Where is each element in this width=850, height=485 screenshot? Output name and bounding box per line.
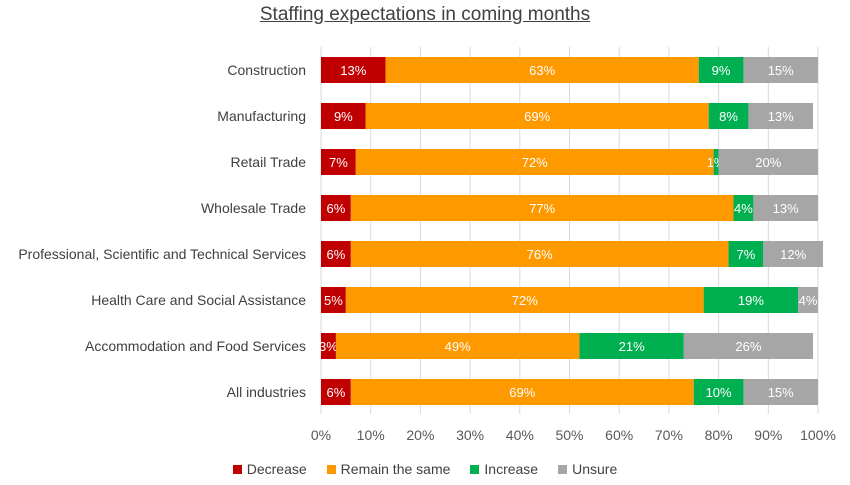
data-label: 49% (445, 339, 471, 354)
data-label: 12% (780, 247, 806, 262)
bar-segment (321, 103, 366, 129)
category-label: Manufacturing (217, 108, 306, 124)
data-label: 77% (529, 201, 555, 216)
category-label: Accommodation and Food Services (85, 338, 306, 354)
category-label: Wholesale Trade (201, 200, 306, 216)
data-label: 3% (319, 339, 338, 354)
category-label: Professional, Scientific and Technical S… (18, 246, 306, 262)
legend-label: Increase (484, 461, 539, 477)
bar-segment (345, 287, 704, 313)
data-label: 13% (773, 201, 799, 216)
bar-segment (733, 195, 754, 221)
data-label: 72% (512, 293, 538, 308)
legend-label: Remain the same (340, 461, 451, 477)
x-tick-label: 90% (754, 427, 782, 443)
bar-segment (335, 333, 580, 359)
bar-segment (698, 57, 744, 83)
data-label: 9% (334, 109, 353, 124)
bar-segment (321, 149, 356, 175)
data-label: 4% (799, 293, 818, 308)
x-tick-label: 80% (705, 427, 733, 443)
category-label: All industries (227, 384, 306, 400)
x-tick-label: 70% (655, 427, 683, 443)
bar-segment (718, 149, 818, 175)
bar-segment (708, 103, 749, 129)
category-label: Retail Trade (231, 154, 307, 170)
data-label: 19% (738, 293, 764, 308)
data-label: 4% (734, 201, 753, 216)
bar-segment (321, 57, 386, 83)
legend-label: Decrease (246, 461, 307, 477)
legend-swatch (232, 464, 242, 474)
data-label: 69% (524, 109, 550, 124)
bar-segment (350, 195, 734, 221)
data-label: 7% (329, 155, 348, 170)
bar-segment (321, 287, 346, 313)
legend-item: Unsure (558, 461, 617, 477)
data-label: 13% (768, 109, 794, 124)
bar-segment (321, 333, 336, 359)
data-label: 20% (755, 155, 781, 170)
bar-segment (713, 149, 719, 175)
data-label: 63% (529, 63, 555, 78)
data-label: 69% (509, 385, 535, 400)
bar-segment (321, 379, 351, 405)
x-tick-label: 10% (357, 427, 385, 443)
data-label: 8% (719, 109, 738, 124)
legend-label: Unsure (572, 461, 618, 477)
bar-segment (753, 195, 818, 221)
bar-segment (748, 103, 814, 129)
bar-segment (350, 379, 694, 405)
data-label: 6% (327, 247, 346, 262)
x-tick-label: 60% (605, 427, 633, 443)
bar-segment (743, 379, 818, 405)
bar-segment (365, 103, 709, 129)
data-label: 26% (735, 339, 761, 354)
category-label: Construction (227, 62, 306, 78)
legend-item: Decrease (232, 461, 307, 477)
data-label: 9% (712, 63, 731, 78)
legend-swatch (558, 464, 568, 474)
legend-item: Remain the same (326, 461, 451, 477)
bar-segment (385, 57, 699, 83)
bar-segment (579, 333, 684, 359)
x-tick-label: 100% (800, 427, 836, 443)
bar-segment (728, 241, 764, 267)
bar-segment (683, 333, 814, 359)
data-label: 15% (768, 63, 794, 78)
data-label: 13% (340, 63, 366, 78)
bar-segment (798, 287, 818, 313)
bar-segment (693, 379, 744, 405)
bar-segment (355, 149, 714, 175)
bar-segment (763, 241, 823, 267)
data-label: 10% (706, 385, 732, 400)
data-label: 6% (327, 201, 346, 216)
data-label: 15% (768, 385, 794, 400)
bar-segment (743, 57, 818, 83)
legend-swatch (326, 464, 336, 474)
bar-segment (321, 195, 351, 221)
legend: Decrease Remain the same Increase Unsure (0, 461, 850, 477)
data-label: 76% (527, 247, 553, 262)
data-label: 21% (619, 339, 645, 354)
bar-segment (350, 241, 729, 267)
x-tick-label: 20% (406, 427, 434, 443)
bar-segment (321, 241, 351, 267)
data-label: 7% (737, 247, 756, 262)
data-label: 6% (327, 385, 346, 400)
data-label: 72% (522, 155, 548, 170)
data-label: 5% (324, 293, 343, 308)
legend-swatch (470, 464, 480, 474)
x-tick-label: 40% (506, 427, 534, 443)
chart-title: Staffing expectations in coming months (259, 4, 591, 25)
category-label: Health Care and Social Assistance (91, 292, 306, 308)
x-tick-label: 50% (555, 427, 583, 443)
legend-item: Increase (470, 461, 538, 477)
x-tick-label: 0% (311, 427, 331, 443)
bar-segment (703, 287, 799, 313)
x-tick-label: 30% (456, 427, 484, 443)
